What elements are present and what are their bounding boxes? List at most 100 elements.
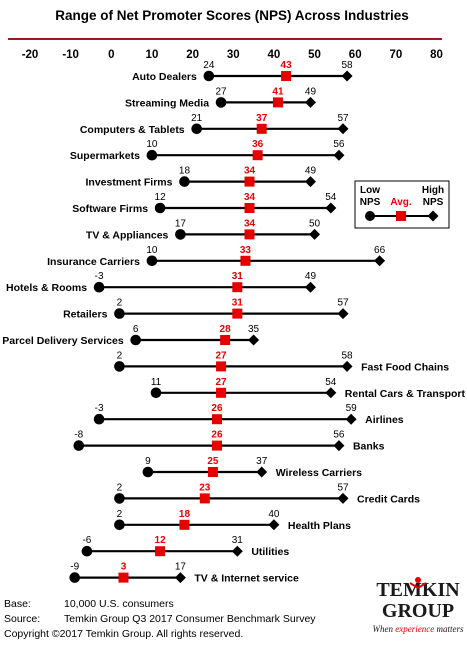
low-value-label: -3	[95, 403, 104, 414]
low-value-label: 12	[155, 192, 167, 203]
high-value-label: 58	[342, 350, 354, 361]
low-value-label: 21	[191, 113, 203, 124]
high-point	[256, 466, 268, 478]
x-tick-label: -20	[22, 49, 39, 61]
low-point	[81, 545, 93, 557]
avg-point	[244, 176, 255, 187]
high-value-label: 40	[268, 509, 280, 520]
tagline-pre: When	[373, 624, 396, 634]
industry-row: 2 18 40 Health Plans	[114, 509, 351, 532]
source-value: Temkin Group Q3 2017 Consumer Benchmark …	[64, 613, 316, 625]
x-tick-label: 30	[227, 49, 240, 61]
x-tick-label: 10	[146, 49, 159, 61]
industry-label: Rental Cars & Transport	[345, 388, 466, 400]
low-value-label: 11	[151, 377, 162, 388]
base-value: 10,000 U.S. consumers	[64, 598, 174, 610]
low-value-label: 18	[179, 166, 191, 177]
temkin-group-logo: TEMKIN GROUP When experience matters	[373, 577, 464, 634]
x-axis-ticks: -20 -10 0 10 20 30 40 50 60 70 80	[22, 49, 443, 61]
high-value-label: 17	[175, 562, 187, 573]
legend-avg-marker	[396, 211, 406, 221]
high-point	[268, 519, 280, 531]
avg-value-label: 34	[244, 166, 256, 177]
chart-title: Range of Net Promoter Scores (NPS) Acros…	[55, 8, 409, 23]
industry-row: -3 31 49 Hotels & Rooms	[6, 271, 316, 294]
low-value-label: 2	[117, 350, 123, 361]
high-value-label: 57	[337, 482, 349, 493]
industry-row: 27 41 49 Streaming Media	[125, 86, 316, 109]
avg-point	[216, 361, 227, 372]
industry-row: 21 37 57 Computers & Tablets	[80, 113, 349, 136]
x-tick-label: -10	[62, 49, 79, 61]
avg-point	[179, 519, 190, 530]
low-value-label: 2	[117, 509, 123, 520]
high-value-label: 58	[342, 60, 354, 71]
avg-value-label: 26	[211, 430, 223, 441]
high-value-label: 49	[305, 271, 317, 282]
tagline-em: experience	[395, 624, 434, 634]
low-value-label: 10	[146, 245, 158, 256]
high-point	[304, 176, 316, 188]
low-value-label: -9	[70, 562, 79, 573]
high-point	[345, 413, 357, 425]
high-value-label: 66	[374, 245, 386, 256]
low-point	[114, 519, 125, 531]
industry-row: -8 26 56 Banks	[73, 430, 385, 453]
low-point	[146, 149, 158, 161]
low-value-label: 24	[203, 60, 215, 71]
industry-label: Fast Food Chains	[361, 361, 449, 373]
avg-point	[256, 123, 267, 134]
high-point	[304, 281, 316, 293]
high-point	[304, 96, 316, 108]
industry-row: 10 33 66 Insurance Carriers	[47, 245, 385, 268]
low-point	[73, 440, 85, 451]
high-point	[231, 545, 243, 557]
x-tick-label: 70	[389, 49, 402, 61]
avg-value-label: 41	[272, 86, 284, 97]
high-point	[337, 308, 349, 320]
high-point	[333, 440, 345, 452]
low-point	[93, 281, 105, 293]
avg-point	[199, 493, 210, 504]
industry-label: Streaming Media	[125, 97, 209, 109]
low-point	[150, 387, 162, 399]
high-value-label: 56	[333, 430, 345, 441]
avg-value-label: 25	[207, 456, 219, 467]
x-tick-label: 20	[186, 49, 199, 61]
high-point	[341, 70, 353, 82]
industry-label: Supermarkets	[70, 150, 140, 162]
industry-row: 12 34 54 Software Firms	[72, 192, 337, 215]
high-point	[333, 149, 345, 161]
industry-label: Hotels & Rooms	[6, 282, 87, 294]
high-point	[325, 387, 337, 399]
low-value-label: -3	[95, 271, 104, 282]
industry-row: 2 27 58 Fast Food Chains	[114, 350, 449, 373]
avg-point	[211, 414, 222, 425]
avg-point	[232, 308, 243, 319]
low-point	[146, 255, 158, 267]
avg-value-label: 12	[155, 535, 167, 546]
high-point	[341, 360, 353, 372]
avg-value-label: 33	[240, 245, 252, 256]
avg-value-label: 34	[244, 192, 256, 203]
avg-point	[220, 335, 231, 345]
low-point	[114, 308, 125, 319]
low-point	[69, 572, 81, 583]
footer-source: Source: Temkin Group Q3 2017 Consumer Ben…	[4, 613, 316, 625]
avg-value-label: 27	[215, 377, 227, 388]
x-tick-label: 80	[430, 49, 443, 61]
high-value-label: 37	[256, 456, 268, 467]
avg-value-label: 34	[244, 218, 256, 229]
high-value-label: 50	[309, 218, 321, 229]
low-value-label: 6	[133, 324, 139, 335]
avg-point	[211, 440, 222, 451]
industry-row: 2 23 57 Credit Cards	[114, 482, 420, 505]
industry-label: Banks	[353, 441, 385, 453]
avg-value-label: 27	[215, 350, 227, 361]
high-value-label: 54	[325, 377, 337, 388]
high-point	[309, 228, 321, 240]
high-value-label: 31	[232, 535, 244, 546]
industry-row: 11 27 54 Rental Cars & Transport	[150, 377, 466, 400]
industry-label: Credit Cards	[357, 493, 420, 505]
